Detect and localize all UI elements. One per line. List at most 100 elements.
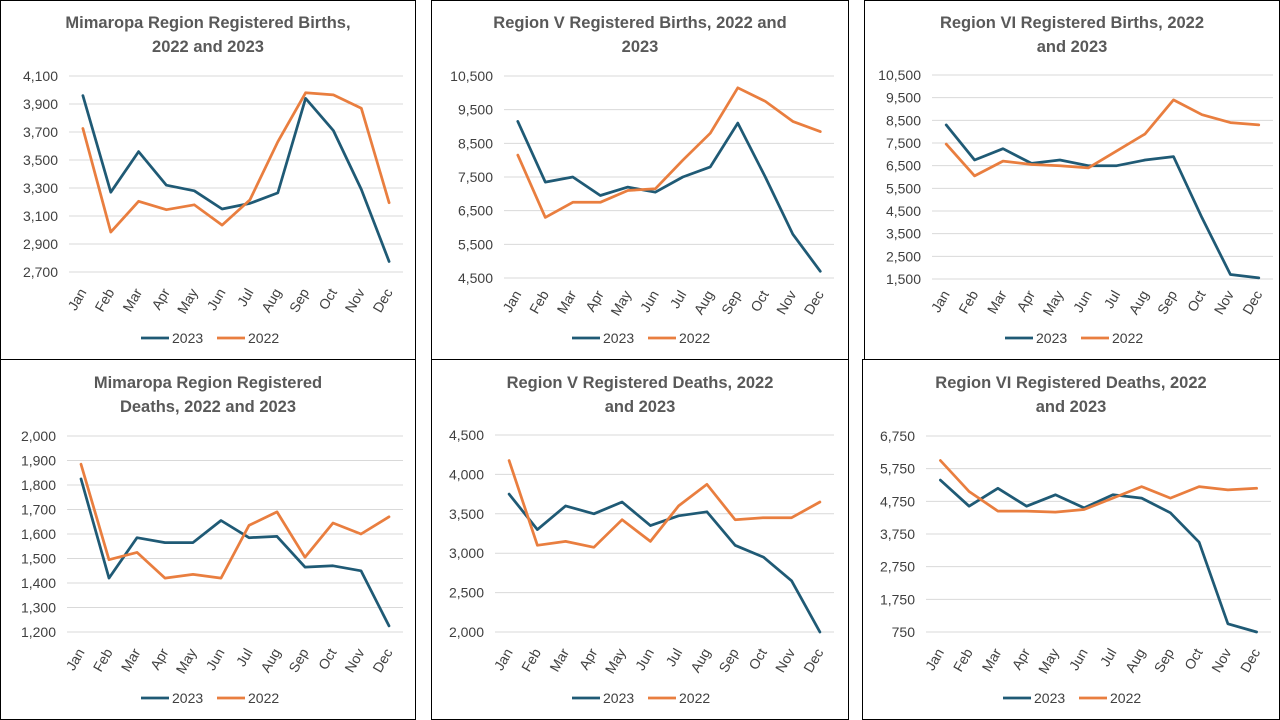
x-tick-label: May (173, 646, 200, 677)
legend-label: 2022 (679, 330, 710, 346)
x-tick-label: Feb (950, 645, 976, 674)
x-tick-label: Mar (979, 645, 1005, 674)
x-tick-label: May (602, 646, 629, 677)
y-tick-label: 4,500 (449, 427, 484, 443)
y-tick-label: 2,500 (886, 248, 921, 264)
chart-title: Region V Registered Births, 2022 and (493, 14, 786, 32)
chart-title: 2022 and 2023 (152, 38, 264, 56)
x-tick-label: Apr (576, 645, 601, 672)
x-tick-label: Dec (1239, 288, 1265, 318)
x-tick-label: Sep (715, 645, 741, 675)
y-tick-label: 1,200 (21, 624, 56, 640)
y-tick-label: 10,500 (450, 68, 493, 84)
x-tick-label: May (1039, 288, 1066, 319)
y-tick-label: 3,750 (880, 526, 915, 542)
x-tick-label: Feb (91, 285, 117, 314)
legend-label: 2023 (603, 330, 634, 346)
x-tick-label: Jan (928, 288, 953, 316)
y-tick-label: 1,500 (21, 551, 56, 567)
x-tick-label: Jul (234, 286, 257, 310)
chart-svg: Mimaropa Region Registered Births, 2022 a… (23, 14, 403, 346)
chart-title: and 2023 (605, 398, 676, 416)
series-line-2023 (507, 492, 822, 634)
x-tick-label: Feb (90, 645, 116, 674)
y-tick-label: 5,500 (458, 236, 493, 252)
y-tick-label: 3,700 (23, 124, 58, 140)
x-tick-label: Aug (1125, 288, 1151, 318)
x-tick-label: Oct (747, 287, 772, 314)
legend-label: 2023 (603, 690, 634, 706)
legend-label: 2023 (172, 690, 203, 706)
x-tick-label: Jun (637, 288, 662, 316)
y-tick-label: 6,500 (458, 203, 493, 219)
series-line-2022 (939, 459, 1258, 514)
y-tick-label: 2,750 (880, 559, 915, 575)
y-tick-label: 1,900 (21, 453, 56, 469)
x-tick-label: Dec (800, 646, 826, 676)
series-line-2023 (516, 120, 822, 273)
y-tick-label: 1,600 (21, 526, 56, 542)
x-tick-label: Dec (801, 288, 827, 318)
y-tick-label: 7,500 (886, 135, 921, 151)
x-tick-label: Jan (62, 646, 87, 674)
x-tick-label: Jun (1066, 646, 1091, 674)
x-tick-label: Jun (202, 646, 227, 674)
y-tick-label: 2,000 (449, 624, 484, 640)
x-tick-label: Nov (1211, 288, 1237, 318)
chart-svg: Mimaropa Region Registered Deaths, 2022 a… (21, 374, 403, 706)
y-tick-label: 3,000 (449, 545, 484, 561)
chart-panel: Region V Registered Deaths, 2022 and 2023… (431, 359, 849, 720)
chart-svg: Region V Registered Deaths, 2022 and 2023… (449, 374, 834, 706)
chart-panel: Region VI Registered Deaths, 2022 and 202… (862, 359, 1280, 720)
y-tick-label: 8,500 (886, 112, 921, 128)
x-tick-label: Apr (147, 645, 172, 672)
x-tick-label: Mar (984, 287, 1010, 316)
y-tick-label: 1,700 (21, 502, 56, 518)
chart-title: Deaths, 2022 and 2023 (120, 398, 296, 416)
series-line-2022 (81, 91, 391, 234)
y-tick-label: 5,750 (880, 461, 915, 477)
x-tick-label: Apr (1013, 287, 1038, 314)
chart-title: Region VI Registered Births, 2022 (940, 14, 1204, 32)
x-tick-label: Mar (119, 285, 145, 314)
x-tick-label: Nov (342, 286, 368, 316)
legend-label: 2022 (248, 330, 279, 346)
chart-panel: Mimaropa Region Registered Births, 2022 a… (0, 0, 416, 360)
legend-label: 2022 (248, 690, 279, 706)
chart-title: and 2023 (1037, 38, 1108, 56)
x-tick-label: Sep (285, 645, 311, 675)
legend-label: 2023 (172, 330, 203, 346)
x-tick-label: Mar (546, 645, 572, 674)
y-tick-label: 2,700 (23, 264, 58, 280)
x-tick-label: Jan (491, 646, 516, 674)
x-tick-label: Nov (341, 646, 367, 676)
x-tick-label: Jan (64, 286, 89, 314)
x-tick-label: Nov (772, 646, 798, 676)
x-tick-label: Jun (204, 286, 229, 314)
y-tick-label: 2,000 (21, 428, 56, 444)
x-tick-label: Mar (118, 645, 144, 674)
legend-label: 2022 (1112, 330, 1143, 346)
x-tick-label: Jun (632, 646, 657, 674)
x-tick-label: Jan (499, 288, 524, 316)
y-tick-label: 1,400 (21, 575, 56, 591)
x-tick-label: Jan (922, 646, 947, 674)
series-line-2022 (516, 86, 822, 219)
chart-title: Mimaropa Region Registered (94, 374, 322, 392)
y-tick-label: 4,500 (458, 270, 493, 286)
x-tick-label: Jul (1097, 646, 1120, 670)
chart-title: Region VI Registered Deaths, 2022 (935, 374, 1206, 392)
x-tick-label: Oct (1184, 287, 1209, 314)
x-tick-label: Apr (148, 285, 173, 312)
x-tick-label: Aug (258, 286, 284, 316)
x-tick-label: May (607, 288, 634, 319)
y-tick-label: 4,100 (23, 68, 58, 84)
y-tick-label: 10,500 (878, 67, 921, 83)
y-tick-label: 750 (892, 624, 916, 640)
x-tick-label: Feb (526, 287, 552, 316)
chart-panel: Mimaropa Region Registered Deaths, 2022 a… (0, 359, 416, 720)
y-tick-label: 3,300 (23, 180, 58, 196)
series-line-2022 (79, 462, 391, 580)
x-tick-label: Oct (315, 645, 340, 672)
y-tick-label: 8,500 (458, 135, 493, 151)
